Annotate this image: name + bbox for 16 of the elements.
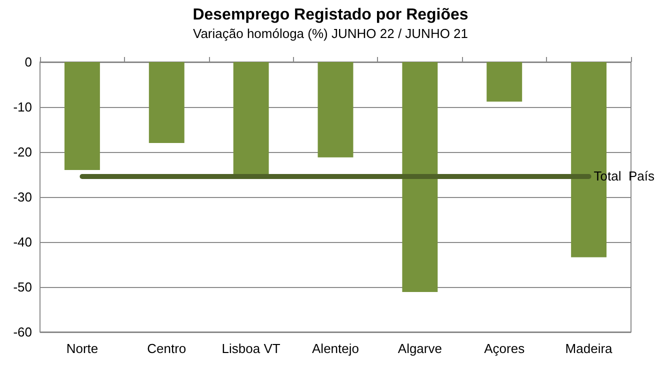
- x-tick-label: Norte: [66, 341, 98, 356]
- y-tick-label: -40: [13, 234, 32, 250]
- y-tick-label: -10: [13, 100, 32, 114]
- x-tick-label: Açores: [484, 341, 526, 356]
- chart-title: Desemprego Registado por Regiões: [192, 6, 468, 24]
- y-tick-label: -20: [13, 144, 32, 160]
- y-tick-label: -30: [13, 190, 32, 204]
- y-tick-label: -60: [13, 324, 32, 340]
- chart-subtitle: Variação homóloga (%) JUNHO 22 / JUNHO 21: [192, 26, 468, 41]
- x-tick-label: Algarve: [398, 341, 442, 356]
- x-tick-label: Alentejo: [312, 341, 359, 356]
- x-tick-label: Centro: [147, 341, 186, 356]
- x-tick-label: Lisboa VT: [222, 341, 280, 356]
- x-tick-label: Madeira: [565, 341, 614, 356]
- y-tick-label: -50: [13, 280, 32, 294]
- y-tick-label: 0: [24, 54, 32, 70]
